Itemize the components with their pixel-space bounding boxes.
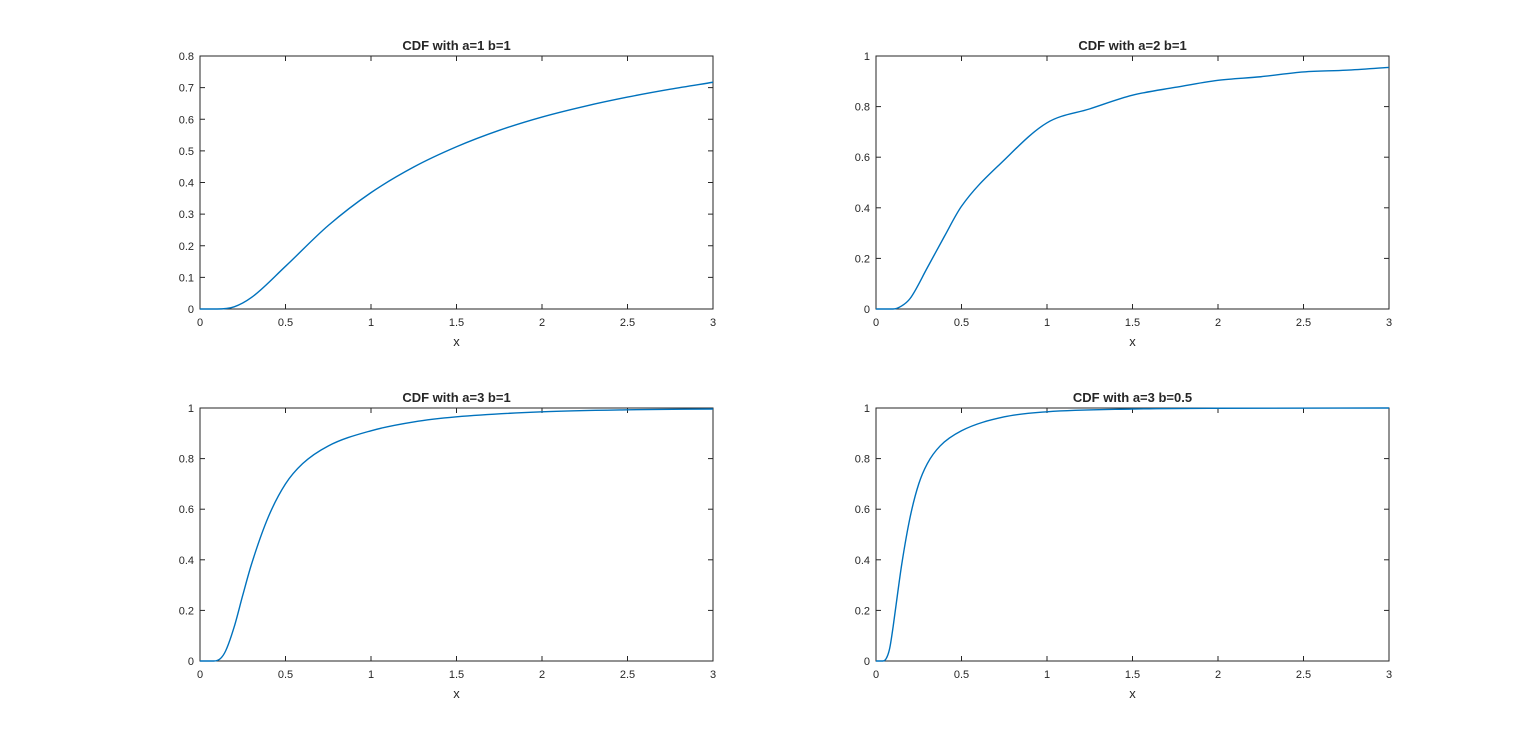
subplot-3: CDF with a=3 b=1 0 0.5 1 1.5 2 2.5 3 0 0.2 0.4 0.6… xyxy=(179,390,716,701)
subplot-3-ytick-label: 0.2 xyxy=(179,605,194,617)
subplot-4-xtick-label: 0.5 xyxy=(954,669,969,681)
subplot-3-ytick-label: 0.6 xyxy=(179,504,194,516)
subplot-3-ytick-label: 0.4 xyxy=(179,555,194,567)
subplot-3-ytick-label: 0.8 xyxy=(179,454,194,466)
subplot-4-xtick-label: 1 xyxy=(1044,669,1050,681)
subplot-2-xtick-label: 3 xyxy=(1386,317,1392,329)
subplot-1-ytick-label: 0.7 xyxy=(179,83,194,95)
subplot-1-title: CDF with a=1 b=1 xyxy=(402,38,510,53)
subplot-1-ytick-label: 0.3 xyxy=(179,209,194,221)
subplot-2-axes xyxy=(875,55,1390,310)
subplot-3-xlabel: x xyxy=(453,686,460,701)
subplot-2-ytick-label: 0 xyxy=(864,304,870,316)
subplot-4-xtick-label: 2.5 xyxy=(1296,669,1311,681)
subplot-4-xlabel: x xyxy=(1129,686,1136,701)
subplot-1-ytick-label: 0.8 xyxy=(179,51,194,63)
subplot-1-ytick-label: 0.4 xyxy=(179,178,194,190)
subplot-3-xtick-label: 0 xyxy=(197,669,203,681)
subplot-1-xtick-label: 0.5 xyxy=(278,317,293,329)
subplot-1-xtick-label: 1.5 xyxy=(449,317,464,329)
subplot-1-ytick-label: 0.5 xyxy=(179,146,194,158)
subplot-1-xtick-label: 0 xyxy=(197,317,203,329)
subplot-2: CDF with a=2 b=1 0 0.5 1 1.5 2 2.5 3 0 0.2 0.4 0.6… xyxy=(855,38,1392,349)
subplot-2-ytick-label: 0.8 xyxy=(855,102,870,114)
subplot-2-ytick-label: 0.2 xyxy=(855,253,870,265)
subplot-2-title: CDF with a=2 b=1 xyxy=(1078,38,1186,53)
subplot-3-axes xyxy=(199,407,714,662)
subplot-4-ytick-label: 0.8 xyxy=(855,454,870,466)
subplot-4-ticks: 0 0.5 1 1.5 2 2.5 3 0 0.2 0.4 0.6 0.8 1 xyxy=(855,403,1392,681)
subplot-4-xtick-label: 1.5 xyxy=(1125,669,1140,681)
subplot-4-ytick-label: 0.6 xyxy=(855,504,870,516)
subplot-4: CDF with a=3 b=0.5 0 0.5 1 1.5 2 2.5 300.20.40… xyxy=(855,390,1392,701)
subplot-3-cdf-line xyxy=(200,408,714,662)
subplot-1-xtick-label: 2.5 xyxy=(620,317,635,329)
subplot-2-ytick-label: 0.4 xyxy=(855,203,870,215)
subplot-1-ytick-label: 0 xyxy=(188,304,194,316)
subplot-1-ytick-label: 0.2 xyxy=(179,241,194,253)
subplot-1-xtick-label: 2 xyxy=(539,317,545,329)
subplot-2-xtick-label: 1.5 xyxy=(1125,317,1140,329)
subplot-1: CDF with a=1 b=1 0 0.5 1 1.5 2 2.5 3 0 0.1 0.2 0.3… xyxy=(179,38,716,349)
subplot-4-ytick-label: 0.4 xyxy=(855,555,870,567)
subplot-4-xtick-label: 3 xyxy=(1386,669,1392,681)
subplot-2-ytick-label: 0.6 xyxy=(855,152,870,164)
subplot-1-ticks: 0 0.5 1 1.5 2 2.5 3 0 0.1 0.2 0.3 0.4 0.5 0.6 0.7 0.8 xyxy=(179,51,716,329)
subplot-1-cdf-line xyxy=(200,81,714,310)
subplot-3-xtick-label: 0.5 xyxy=(278,669,293,681)
subplot-2-xtick-label: 0 xyxy=(873,317,879,329)
subplot-2-ytick-label: 1 xyxy=(864,51,870,63)
subplot-1-xtick-label: 1 xyxy=(368,317,374,329)
subplot-4-ytick-label: 0 xyxy=(864,656,870,668)
subplot-3-xtick-label: 2 xyxy=(539,669,545,681)
subplot-4-ytick-label: 0.2 xyxy=(855,605,870,617)
subplot-2-xtick-label: 0.5 xyxy=(954,317,969,329)
subplot-4-ytick-label: 1 xyxy=(864,403,870,415)
subplot-2-xlabel: x xyxy=(1129,334,1136,349)
subplot-4-title: CDF with a=3 b=0.5 xyxy=(1073,390,1192,405)
subplot-3-ticks: 0 0.5 1 1.5 2 2.5 3 0 0.2 0.4 0.6 0.8 1 xyxy=(179,403,716,681)
subplot-2-xtick-label: 2.5 xyxy=(1296,317,1311,329)
subplot-2-cdf-line xyxy=(876,66,1390,310)
subplot-1-xtick-label: 3 xyxy=(710,317,716,329)
subplot-3-ytick-label: 1 xyxy=(188,403,194,415)
subplot-1-ytick-label: 0.1 xyxy=(179,272,194,284)
subplot-4-xtick-label: 2 xyxy=(1215,669,1221,681)
subplot-4-xtick-label: 0 xyxy=(873,669,879,681)
subplot-3-xtick-label: 2.5 xyxy=(620,669,635,681)
subplot-3-ytick-label: 0 xyxy=(188,656,194,668)
subplot-4-cdf-line xyxy=(876,407,1390,662)
subplot-1-axes xyxy=(199,55,714,310)
subplot-2-xtick-label: 1 xyxy=(1044,317,1050,329)
subplot-3-xtick-label: 1 xyxy=(368,669,374,681)
subplot-1-xlabel: x xyxy=(453,334,460,349)
subplot-3-xtick-label: 1.5 xyxy=(449,669,464,681)
subplot-2-xtick-label: 2 xyxy=(1215,317,1221,329)
subplot-1-ytick-label: 0.6 xyxy=(179,114,194,126)
subplot-3-title: CDF with a=3 b=1 xyxy=(402,390,510,405)
subplot-3-xtick-label: 3 xyxy=(710,669,716,681)
subplot-4-axes xyxy=(875,407,1390,662)
subplot-2-ticks: 0 0.5 1 1.5 2 2.5 3 0 0.2 0.4 0.6 0.8 1 xyxy=(855,51,1392,329)
